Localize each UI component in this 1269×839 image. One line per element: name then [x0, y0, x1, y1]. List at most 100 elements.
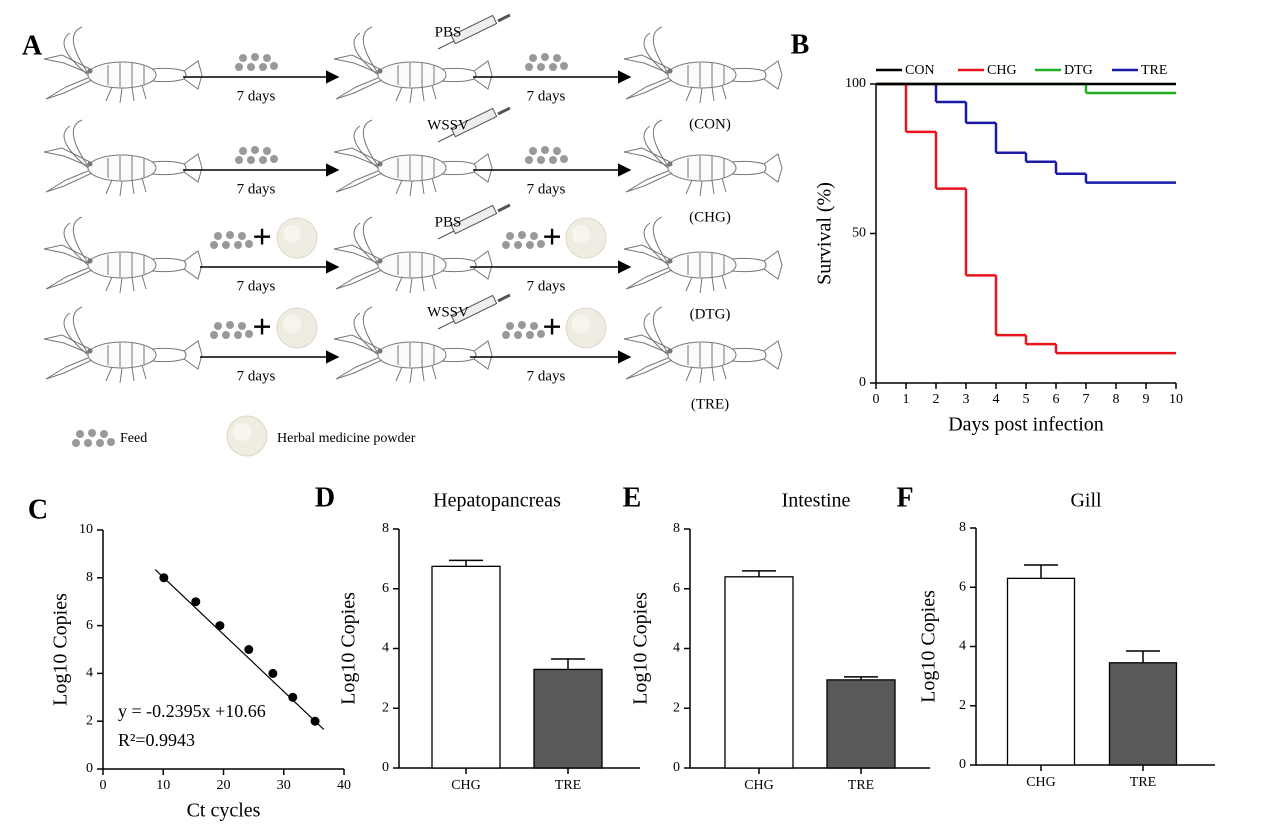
y-tick-label: 0: [673, 760, 680, 775]
crayfish: [623, 216, 783, 294]
injection-label: PBS: [435, 214, 462, 230]
crayfish: [43, 216, 203, 294]
chart-title: Gill: [1070, 490, 1102, 512]
annotation: y = -0.2395x +10.66: [118, 701, 266, 721]
data-point: [244, 645, 254, 654]
x-tick-label: 5: [1023, 392, 1030, 407]
y-tick-label: 0: [382, 760, 389, 775]
y-tick-label: 8: [673, 521, 680, 536]
bar: [826, 679, 896, 769]
x-tick-label: CHG: [1026, 775, 1056, 790]
duration-label: 7 days: [237, 181, 276, 197]
bar: [1006, 577, 1076, 766]
legend-label: DTG: [1064, 63, 1093, 78]
data-point: [191, 597, 201, 607]
trend-line: [154, 569, 325, 730]
y-axis-label: Log10 Copies: [630, 592, 652, 705]
feed-icon: [502, 321, 545, 339]
y-tick-label: 2: [959, 698, 966, 713]
legend-label: Herbal medicine powder: [277, 431, 416, 446]
panel-label: A: [22, 30, 43, 61]
powder-icon: [565, 307, 607, 349]
y-tick-label: 8: [86, 570, 93, 585]
x-tick-label: TRE: [1130, 775, 1156, 790]
y-tick-label: 0: [959, 757, 966, 772]
y-axis-label: Log10 Copies: [918, 590, 940, 703]
y-tick-label: 0: [86, 761, 93, 776]
chart-title: Intestine: [782, 490, 851, 512]
crayfish: [43, 306, 203, 384]
y-tick-label: 100: [845, 76, 866, 91]
y-tick-label: 2: [86, 713, 93, 728]
duration-label: 7 days: [237, 278, 276, 294]
data-point: [159, 573, 169, 583]
panel-label: E: [623, 482, 642, 513]
x-tick-label: 10: [156, 778, 170, 793]
crayfish: [333, 216, 493, 294]
feed-icon: [210, 321, 253, 339]
y-axis-label: Log10 Copies: [338, 592, 360, 705]
legend-label: TRE: [1141, 63, 1167, 78]
y-tick-label: 4: [959, 639, 966, 654]
panel-label: C: [28, 494, 48, 525]
x-tick-label: 20: [217, 778, 231, 793]
plus-sign: +: [542, 219, 561, 256]
x-tick-label: TRE: [555, 778, 581, 793]
crayfish: [43, 119, 203, 197]
x-tick-label: 6: [1053, 392, 1060, 407]
x-axis-label: Days post infection: [948, 414, 1104, 436]
legend-label: CHG: [987, 63, 1017, 78]
x-tick-label: 0: [100, 778, 107, 793]
duration-label: 7 days: [527, 278, 566, 294]
y-tick-label: 6: [673, 581, 680, 596]
y-tick-label: 2: [673, 700, 680, 715]
y-tick-label: 6: [382, 581, 389, 596]
chart-title: Hepatopancreas: [433, 490, 561, 512]
x-tick-label: TRE: [848, 778, 874, 793]
x-tick-label: 8: [1113, 392, 1120, 407]
y-tick-label: 50: [852, 226, 866, 241]
data-point: [310, 716, 320, 726]
powder-icon: [276, 307, 318, 349]
bar: [431, 565, 501, 769]
y-tick-label: 0: [859, 375, 866, 390]
crayfish: [623, 26, 783, 104]
y-axis-label: Survival (%): [814, 182, 836, 285]
bar: [724, 576, 794, 769]
y-tick-label: 10: [79, 522, 93, 537]
powder-icon: [226, 415, 268, 457]
group-label: (DTG): [690, 306, 731, 322]
duration-label: 7 days: [527, 88, 566, 104]
legend-label: CON: [905, 63, 935, 78]
y-tick-label: 8: [382, 521, 389, 536]
x-tick-label: CHG: [451, 778, 481, 793]
feed-icon: [210, 231, 253, 249]
group-label: (CHG): [689, 209, 731, 225]
y-axis-label: Log10 Copies: [50, 593, 72, 706]
x-tick-label: 3: [963, 392, 970, 407]
x-tick-label: 30: [277, 778, 291, 793]
feed-icon: [72, 429, 115, 447]
x-tick-label: 1: [903, 392, 910, 407]
bar: [1108, 662, 1178, 766]
x-tick-label: 7: [1083, 392, 1090, 407]
injection-label: WSSV: [427, 304, 469, 320]
plus-sign: +: [542, 309, 561, 346]
crayfish: [333, 26, 493, 104]
plus-sign: +: [252, 219, 271, 256]
y-tick-label: 4: [382, 641, 389, 656]
y-tick-label: 4: [86, 666, 93, 681]
feed-icon: [235, 146, 278, 164]
x-tick-label: 9: [1143, 392, 1150, 407]
powder-icon: [276, 217, 318, 259]
feed-icon: [502, 231, 545, 249]
bar: [533, 668, 603, 769]
y-tick-label: 8: [959, 520, 966, 535]
x-tick-label: CHG: [744, 778, 774, 793]
y-tick-label: 2: [382, 700, 389, 715]
x-tick-label: 10: [1169, 392, 1183, 407]
panel-label: D: [315, 482, 335, 513]
plus-sign: +: [252, 309, 271, 346]
feed-icon: [525, 53, 568, 71]
